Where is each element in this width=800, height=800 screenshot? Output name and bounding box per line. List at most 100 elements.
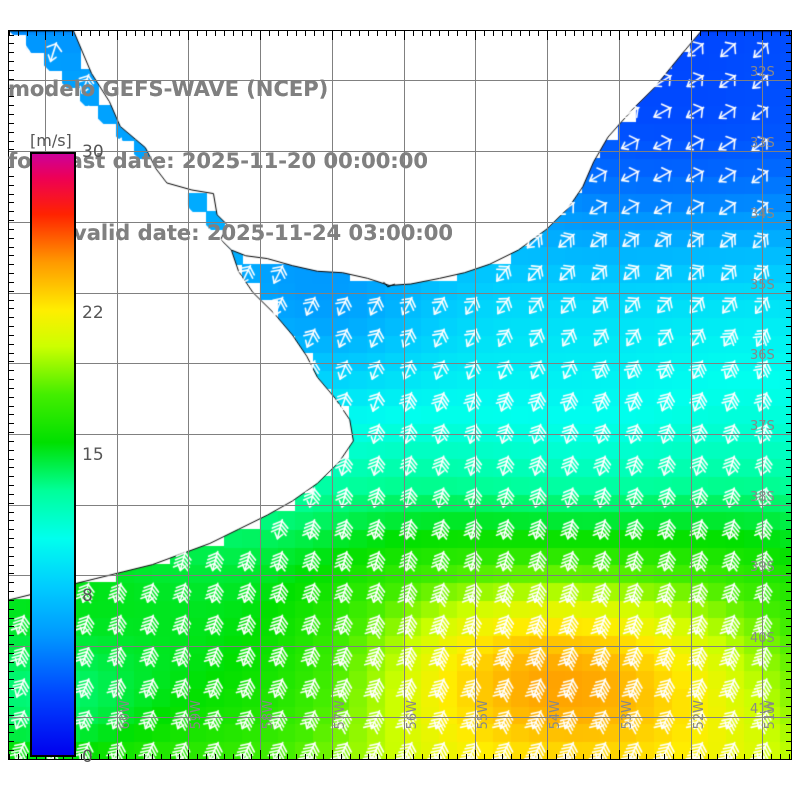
- axis-tick: [753, 754, 755, 760]
- lat-label-40S: 40S: [750, 630, 775, 646]
- axis-tick: [484, 30, 486, 36]
- colorbar-box: [30, 152, 76, 757]
- gridline-lon-60W: [116, 31, 118, 759]
- axis-tick: [8, 555, 14, 557]
- axis-tick: [786, 255, 792, 257]
- axis-tick: [591, 30, 593, 36]
- axis-tick: [8, 432, 14, 434]
- axis-tick: [8, 502, 14, 504]
- axis-tick: [8, 122, 14, 124]
- axis-tick: [8, 237, 14, 239]
- axis-tick: [786, 299, 792, 301]
- axis-tick: [8, 573, 14, 575]
- axis-tick: [295, 30, 297, 36]
- axis-tick: [735, 30, 737, 36]
- axis-tick: [708, 754, 710, 760]
- axis-tick: [690, 30, 692, 40]
- colorbar[interactable]: [30, 152, 76, 757]
- axis-tick: [8, 264, 14, 266]
- axis-tick: [8, 255, 14, 257]
- lon-label-52W: 52W: [691, 700, 707, 730]
- lon-label-58W: 58W: [261, 700, 277, 730]
- axis-tick: [269, 754, 271, 760]
- lat-label-36S: 36S: [750, 348, 775, 364]
- axis-tick: [8, 361, 14, 363]
- axis-tick: [780, 30, 782, 36]
- axis-tick: [430, 754, 432, 760]
- axis-tick: [786, 158, 792, 160]
- axis-tick: [53, 30, 55, 36]
- colorbar-tick-8: 8: [82, 585, 93, 606]
- axis-tick: [786, 246, 792, 248]
- axis-tick: [98, 30, 100, 36]
- axis-tick: [8, 308, 14, 310]
- axis-tick: [8, 43, 14, 45]
- axis-tick: [786, 264, 792, 266]
- gridline-lon-56W: [403, 31, 405, 759]
- axis-tick: [9, 30, 10, 36]
- map-plot-area[interactable]: [8, 30, 792, 760]
- axis-tick: [457, 754, 459, 760]
- axis-tick: [448, 30, 450, 36]
- axis-tick: [8, 705, 14, 707]
- axis-tick: [17, 30, 19, 36]
- axis-tick: [786, 697, 792, 699]
- axis-tick: [8, 131, 14, 133]
- axis-tick: [786, 732, 792, 734]
- axis-tick: [538, 30, 540, 36]
- axis-tick: [8, 273, 14, 275]
- axis-tick: [448, 754, 450, 760]
- axis-tick: [511, 754, 513, 760]
- lat-label-34S: 34S: [750, 206, 775, 222]
- axis-tick: [627, 30, 629, 36]
- axis-tick: [71, 30, 73, 36]
- gridline-lat-39S: [9, 575, 791, 577]
- lat-label-35S: 35S: [750, 277, 775, 293]
- axis-tick: [439, 754, 441, 760]
- lat-label-32S: 32S: [750, 65, 775, 81]
- axis-tick: [663, 30, 665, 36]
- axis-tick: [8, 635, 14, 637]
- axis-tick: [627, 754, 629, 760]
- axis-tick: [786, 131, 792, 133]
- axis-tick: [206, 30, 208, 36]
- axis-tick: [8, 193, 14, 195]
- axis-tick: [8, 608, 14, 610]
- axis-tick: [8, 61, 14, 63]
- axis-tick: [786, 370, 792, 372]
- axis-tick: [107, 30, 109, 36]
- axis-tick: [349, 754, 351, 760]
- axis-tick: [786, 511, 792, 513]
- axis-tick: [786, 211, 792, 213]
- axis-tick: [786, 493, 792, 495]
- axis-tick: [8, 538, 14, 540]
- axis-tick: [663, 754, 665, 760]
- axis-tick: [786, 96, 792, 98]
- lon-label-59W: 59W: [189, 700, 205, 730]
- axis-tick: [421, 754, 423, 760]
- axis-tick: [8, 723, 14, 725]
- axis-tick: [251, 30, 253, 36]
- axis-tick: [8, 652, 14, 654]
- axis-tick: [786, 582, 792, 584]
- axis-tick: [8, 140, 14, 142]
- axis-tick: [251, 754, 253, 760]
- axis-tick: [8, 202, 14, 204]
- axis-tick: [260, 750, 262, 760]
- axis-tick: [8, 732, 14, 734]
- axis-tick: [8, 34, 14, 36]
- axis-tick: [609, 754, 611, 760]
- axis-tick: [753, 30, 755, 36]
- bottom-tick-ruler: [8, 748, 792, 760]
- axis-tick: [385, 754, 387, 760]
- axis-tick: [786, 617, 792, 619]
- axis-tick: [116, 750, 118, 760]
- axis-tick: [786, 573, 792, 575]
- gridline-lat-41S: [9, 716, 791, 718]
- axis-tick: [134, 754, 136, 760]
- axis-tick: [786, 741, 792, 743]
- axis-tick: [8, 493, 14, 495]
- axis-tick: [786, 290, 792, 292]
- axis-tick: [161, 754, 163, 760]
- axis-tick: [786, 485, 792, 487]
